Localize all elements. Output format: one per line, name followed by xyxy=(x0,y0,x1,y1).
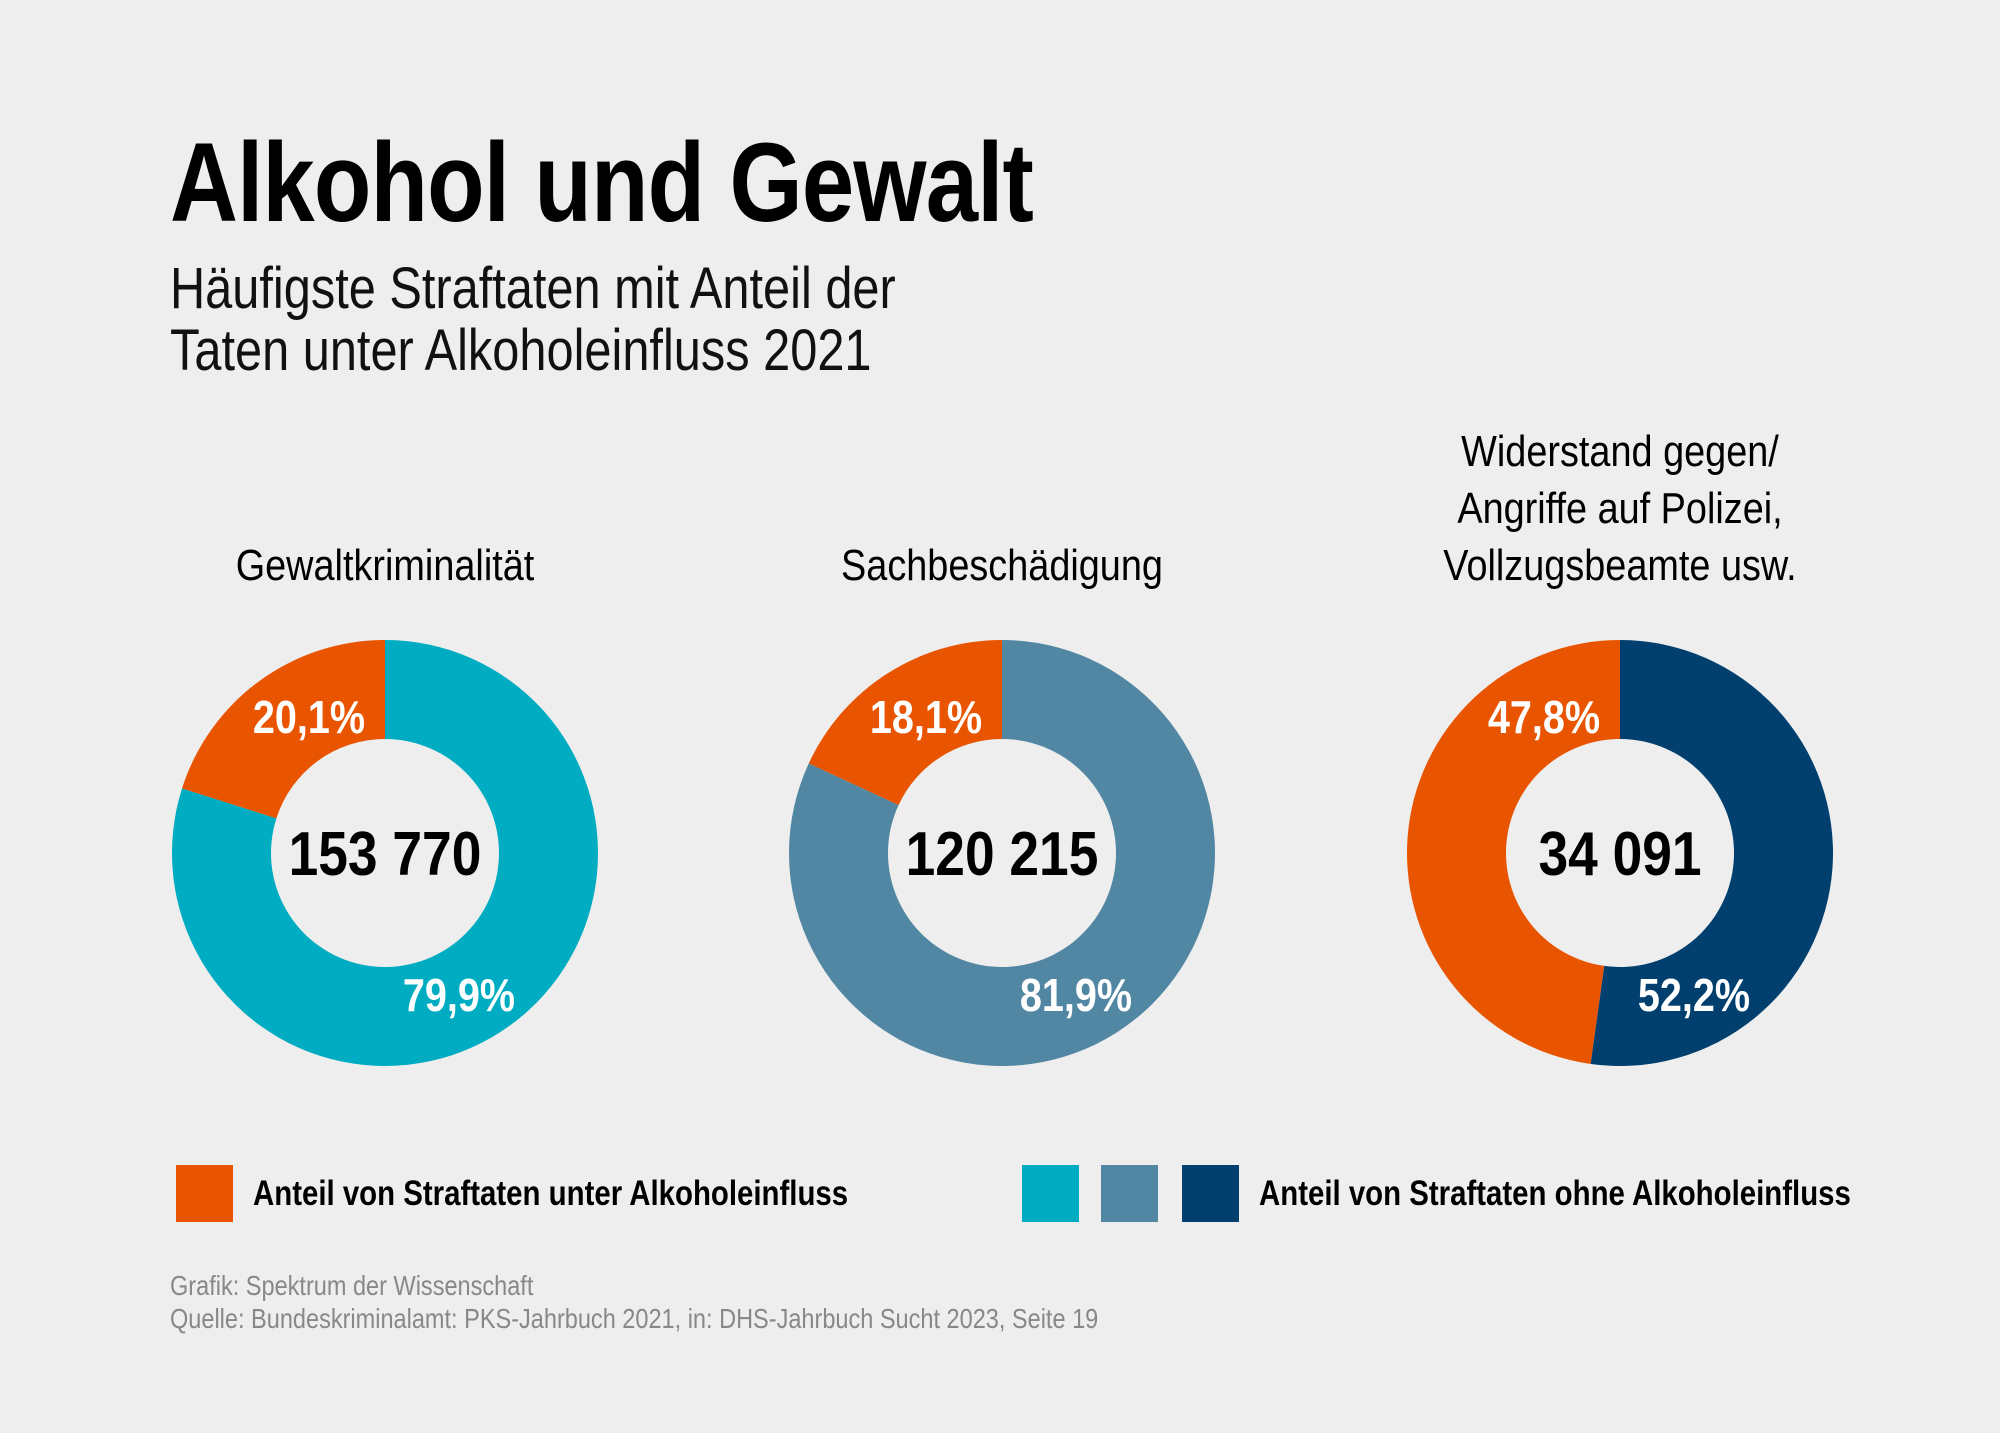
legend-label-with-alcohol: Anteil von Straftaten unter Alkoholeinfl… xyxy=(253,1174,849,1213)
slice-with-alcohol xyxy=(808,640,1002,806)
donut-title: Gewaltkriminalität xyxy=(235,541,535,590)
slice-with-alcohol xyxy=(182,640,385,819)
slice-label-without-alcohol: 79,9% xyxy=(403,970,515,1021)
subtitle-line: Taten unter Alkoholeinfluss 2021 xyxy=(170,318,872,383)
donut-title: Sachbeschädigung xyxy=(841,541,1163,590)
slice-label-with-alcohol: 18,1% xyxy=(870,692,982,743)
footer-source: Quelle: Bundeskriminalamt: PKS-Jahrbuch … xyxy=(170,1303,1099,1334)
slice-label-without-alcohol: 52,2% xyxy=(1638,970,1750,1021)
footer-credit: Grafik: Spektrum der Wissenschaft xyxy=(170,1270,534,1301)
legend-swatch-with-alcohol xyxy=(176,1165,233,1222)
legend-swatch-without-alcohol-2 xyxy=(1101,1165,1158,1222)
slice-label-without-alcohol: 81,9% xyxy=(1020,970,1132,1021)
donut-total: 153 770 xyxy=(289,820,482,889)
slice-with-alcohol xyxy=(1407,640,1620,1064)
donut-title: Angriffe auf Polizei, xyxy=(1457,484,1783,533)
slice-without-alcohol xyxy=(788,640,1215,1066)
slice-label-with-alcohol: 47,8% xyxy=(1488,692,1600,743)
legend-label-without-alcohol: Anteil von Straftaten ohne Alkoholeinflu… xyxy=(1259,1174,1851,1213)
chart-subtitle: Häufigste Straftaten mit Anteil der Tate… xyxy=(170,258,896,382)
slice-label-with-alcohol: 20,1% xyxy=(253,692,365,743)
donut-title: Widerstand gegen/ xyxy=(1461,427,1779,476)
legend-swatch-without-alcohol-3 xyxy=(1182,1165,1239,1222)
slice-without-alcohol xyxy=(1590,640,1834,1066)
donut-title: Vollzugsbeamte usw. xyxy=(1443,541,1797,590)
donut-total: 34 091 xyxy=(1538,820,1701,889)
donut-total: 120 215 xyxy=(906,820,1099,889)
subtitle-line: Häufigste Straftaten mit Anteil der xyxy=(170,256,896,321)
legend-swatch-without-alcohol-1 xyxy=(1022,1165,1079,1222)
slice-without-alcohol xyxy=(171,640,598,1066)
chart-title: Alkohol und Gewalt xyxy=(170,120,1034,245)
